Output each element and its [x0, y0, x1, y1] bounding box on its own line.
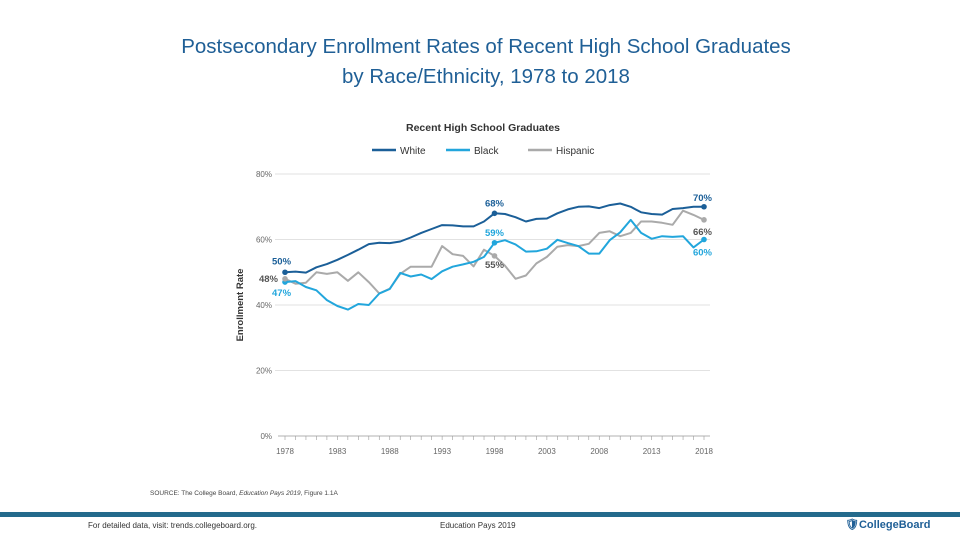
y-tick-label: 80%: [256, 170, 272, 179]
acorn-icon: 🛡︎: [845, 519, 859, 531]
x-tick-label: 2018: [695, 447, 713, 456]
footer-bar: [0, 512, 960, 517]
y-tick-label: 0%: [260, 432, 272, 441]
x-tick-label: 2008: [590, 447, 608, 456]
x-tick-label: 1978: [276, 447, 294, 456]
x-tick-label: 1983: [328, 447, 346, 456]
data-label: 55%: [485, 260, 505, 271]
source-title: Education Pays 2019: [239, 490, 301, 497]
y-tick-label: 20%: [256, 367, 272, 376]
y-tick-label: 60%: [256, 236, 272, 245]
data-point-black: [701, 236, 707, 243]
y-tick-label: 40%: [256, 301, 272, 310]
data-label: 50%: [272, 256, 292, 267]
data-label: 48%: [259, 274, 279, 285]
source-suffix: , Figure 1.1A: [300, 490, 338, 497]
footer-link-text: For detailed data, visit: trends.college…: [88, 521, 257, 530]
x-tick-label: 1993: [433, 447, 451, 456]
data-point-hispanic: [491, 253, 498, 259]
source-note: SOURCE: The College Board, Education Pay…: [150, 490, 338, 497]
x-tick-label: 2013: [643, 447, 661, 456]
x-tick-label: 1988: [381, 447, 399, 456]
x-tick-label: 1998: [486, 447, 504, 456]
collegeboard-logo: 🛡︎CollegeBoard: [845, 518, 930, 531]
data-point-hispanic: [282, 276, 288, 282]
chart-title: Recent High School Graduates: [406, 122, 560, 134]
data-label: 68%: [485, 198, 505, 209]
slide-title: Postsecondary Enrollment Rates of Recent…: [0, 32, 960, 92]
legend-label-white: White: [400, 146, 426, 157]
legend-label-hispanic: Hispanic: [556, 146, 594, 157]
y-axis-label: Enrollment Rate: [235, 269, 246, 342]
x-tick-label: 2003: [538, 447, 556, 456]
data-point-white: [701, 203, 707, 210]
title-line-1: Postsecondary Enrollment Rates of Recent…: [181, 35, 791, 58]
data-label: 47%: [272, 288, 292, 299]
data-label: 66%: [693, 227, 713, 238]
data-point-black: [491, 239, 498, 246]
data-label: 60%: [693, 248, 713, 259]
series-line-hispanic: [284, 209, 705, 295]
data-point-hispanic: [701, 217, 707, 223]
legend-label-black: Black: [474, 146, 499, 157]
source-prefix: SOURCE: The College Board,: [150, 490, 240, 497]
title-line-2: by Race/Ethnicity, 1978 to 2018: [342, 65, 630, 88]
footer-center: Education Pays 2019: [440, 521, 516, 530]
data-label: 70%: [693, 193, 713, 204]
data-point-white: [282, 269, 288, 276]
logo-text: CollegeBoard: [858, 519, 931, 531]
data-point-white: [491, 210, 498, 217]
data-label: 59%: [485, 228, 505, 239]
